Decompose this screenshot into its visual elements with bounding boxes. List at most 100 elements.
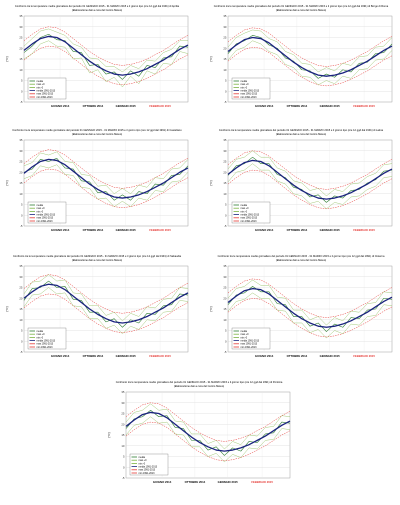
x-tick-label: GIUGNO 2014 [255,228,274,232]
y-tick-label: 0 [225,339,227,343]
legend-label: media 1991-2013 [37,340,56,343]
y-tick-label: 35 [19,138,23,142]
chart-svg-5: Confronto tra le temperature medie giorn… [5,254,189,358]
y-tick-label: 10 [223,68,227,72]
x-tick-label: OTTOBRE 2014 [83,354,104,358]
y-tick-label: 0 [225,213,227,217]
series-line-min-1991-2013 [23,293,189,333]
legend-label: max +0 [241,333,250,336]
y-tick-label: 15 [19,181,23,185]
x-tick-label: OTTOBRE 2014 [287,354,308,358]
y-tick-label: 20 [223,296,227,300]
y-tick-label: 15 [121,433,125,437]
series-line-max-0 [23,151,189,194]
y-tick-label: 5 [21,203,23,207]
series-line-media-1991-2013 [227,36,393,77]
legend-label: max +0 [37,333,46,336]
legend-box [231,77,271,100]
x-tick-label: GIUGNO 2014 [51,228,70,232]
series-line-media-1991-2013 [23,283,189,324]
chart-title: Confronto tra le temperature medie giorn… [218,254,385,258]
legend-label: min 1991-2013 [37,346,54,349]
y-tick-label: 20 [19,170,23,174]
series-line-max-0 [227,29,393,73]
series-line-max-1991-2013 [23,149,189,189]
legend-label: min -0 [241,210,248,213]
y-tick-label: 5 [21,79,23,83]
y-axis-label: [°C] [209,56,213,61]
chart-panel-2: Confronto tra le temperature medie giorn… [206,2,396,122]
legend-box [27,201,67,224]
legend-label: max 1991-2013 [241,93,258,96]
y-tick-label: 30 [19,25,23,29]
y-tick-label: -5 [224,224,227,228]
series-line-max-0 [227,279,393,326]
y-tick-label: 25 [19,36,23,40]
chart-svg-1: Confronto tra le temperature medie giorn… [5,4,189,108]
chart-panel-6: Confronto tra le temperature medie giorn… [206,252,396,372]
chart-panel-4: Confronto tra le temperature medie giorn… [206,126,396,246]
chart-subtitle: (Elaborazione dati a cura del Centro Met… [276,258,326,262]
legend-label: min -0 [37,86,44,89]
y-tick-label: -5 [224,100,227,104]
chart-subtitle: (Elaborazione dati a cura del Centro Met… [276,132,326,136]
legend-label: media 1991-2013 [241,90,260,93]
x-tick-label: GENNAIO 2015 [320,228,340,232]
series-line-min-0 [227,163,393,209]
chart-subtitle: (Elaborazione dati a cura del Centro Met… [276,8,326,12]
y-tick-label: 25 [223,36,227,40]
x-tick-label: GENNAIO 2015 [116,104,136,108]
series-line-min-1991-2013 [227,46,393,87]
y-tick-label: -5 [20,224,23,228]
x-tick-label: GIUGNO 2014 [51,104,70,108]
series-line-max-0 [227,150,393,197]
y-tick-label: 30 [223,275,227,279]
y-tick-label: 15 [223,57,227,61]
y-tick-label: 10 [19,68,23,72]
legend-label: media 1991-2013 [241,340,260,343]
x-tick-label: GENNAIO 2015 [320,104,340,108]
series-line-max-1991-2013 [23,274,189,314]
x-tick-label: FEBBRAIO 2015 [353,354,375,358]
y-axis-label: [°C] [107,432,111,437]
y-tick-label: 30 [223,149,227,153]
chart-svg-3: Confronto tra le temperature medie giorn… [5,128,189,232]
series-line-media-1991-2013 [227,159,393,200]
legend-label: max 1991-2013 [37,217,54,220]
x-tick-label: FEBBRAIO 2015 [149,228,171,232]
chart-panel-3: Confronto tra le temperature medie giorn… [2,126,192,246]
series-line-media-1991-2013 [227,287,393,328]
y-tick-label: 30 [121,401,125,405]
y-tick-label: 25 [223,160,227,164]
x-tick-label: FEBBRAIO 2015 [353,104,375,108]
chart-title: Confronto tra le temperature medie giorn… [15,4,180,8]
y-tick-label: 35 [223,14,227,18]
series-line-max-1991-2013 [125,402,291,442]
legend-label: min 1991-2013 [241,220,258,223]
y-tick-label: -5 [122,476,125,480]
legend-label: min 1991-2013 [241,346,258,349]
y-axis-label: [°C] [209,180,213,185]
legend-label: max 1991-2013 [241,217,258,220]
chart-title: Confronto tra le temperature medie giorn… [116,380,283,384]
legend-label: max +0 [241,207,250,210]
legend-label: min -0 [139,462,146,465]
x-tick-label: GENNAIO 2015 [116,354,136,358]
y-axis-label: [°C] [209,306,213,311]
x-tick-label: FEBBRAIO 2015 [149,104,171,108]
y-tick-label: -5 [20,100,23,104]
y-tick-label: 10 [19,192,23,196]
x-tick-label: OTTOBRE 2014 [287,104,308,108]
legend-label: min 1991-2013 [37,220,54,223]
x-tick-label: OTTOBRE 2014 [287,228,308,232]
series-line-min-0 [23,40,189,88]
x-tick-label: OTTOBRE 2014 [83,228,104,232]
series-line-media-1991-2013 [125,411,291,452]
y-tick-label: 20 [223,46,227,50]
legend-label: media [241,80,248,83]
legend-label: media [37,204,44,207]
chart-subtitle: (Elaborazione dati a cura del Centro Met… [72,8,122,12]
legend-label: max 1991-2013 [241,343,258,346]
chart-svg-7: Confronto tra le temperature medie giorn… [107,380,291,484]
legend-label: media [139,456,146,459]
